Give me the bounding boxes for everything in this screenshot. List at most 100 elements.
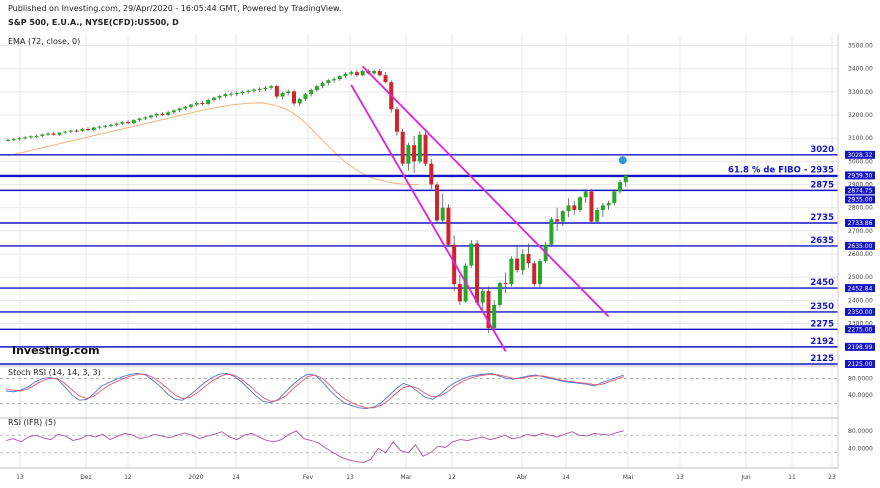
y-tick-label: 3300.00 xyxy=(848,89,873,96)
candle-body xyxy=(189,104,194,107)
candle-body xyxy=(412,145,417,162)
candle-body xyxy=(269,86,274,88)
y-tick-label: 3400.00 xyxy=(848,66,873,73)
candle-body xyxy=(206,100,211,104)
candle-body xyxy=(160,113,165,116)
level-label: 2735 xyxy=(810,213,834,223)
candle-body xyxy=(326,80,331,84)
grid-layer xyxy=(0,34,838,468)
candle-body xyxy=(320,83,325,87)
price-tag-box xyxy=(845,284,875,293)
candle-body xyxy=(572,205,577,210)
candle-body xyxy=(595,210,600,222)
candle-body xyxy=(68,130,73,132)
price-tag-label: 2939.30 xyxy=(848,173,873,180)
y-tick-label: 2700.00 xyxy=(848,228,873,235)
candle-body xyxy=(80,128,85,131)
price-tag-box xyxy=(845,325,875,334)
oscillator-layer xyxy=(0,365,838,469)
candle-body xyxy=(91,127,96,131)
level-label: 2635 xyxy=(810,236,834,246)
candle-body xyxy=(509,258,514,285)
candle-body xyxy=(194,103,199,105)
price-tag-box xyxy=(845,307,875,316)
candle-body xyxy=(108,124,113,126)
candle-body xyxy=(314,86,319,91)
candle-body xyxy=(475,243,480,303)
stoch-rsi-tick-label: 40.0000 xyxy=(848,392,873,399)
candle-body xyxy=(406,145,411,164)
candle-body xyxy=(555,219,560,222)
candle-body xyxy=(549,219,554,245)
stoch-rsi-tick-label: 80.0000 xyxy=(848,375,873,382)
x-tick-label: Mar xyxy=(400,474,412,481)
candle-body xyxy=(360,71,365,76)
price-tag-box xyxy=(845,360,875,368)
candle-body xyxy=(303,94,308,99)
candle-body xyxy=(63,131,68,133)
candle-body xyxy=(223,94,228,97)
candle-body xyxy=(309,90,314,95)
candle-body xyxy=(114,123,119,125)
candle-body xyxy=(623,175,628,183)
price-tag-label: 2733.86 xyxy=(848,220,873,227)
candle-body xyxy=(600,205,605,210)
price-tag-box xyxy=(845,342,875,351)
candle-body xyxy=(440,207,445,221)
y-tick-label: 3500.00 xyxy=(848,43,873,50)
candle-body xyxy=(217,96,222,98)
price-tag-label: 2635.00 xyxy=(848,243,873,250)
candle-body xyxy=(332,79,337,81)
candle-body xyxy=(520,254,525,271)
y-tick-label: 2300.00 xyxy=(848,320,873,327)
price-tag-label: 2350.00 xyxy=(848,309,873,316)
ema-line xyxy=(7,102,419,185)
x-tick-label: Jun xyxy=(740,474,751,481)
candle-body xyxy=(578,197,582,210)
candle-body xyxy=(166,112,171,116)
candle-body xyxy=(423,134,428,164)
candle-body xyxy=(515,258,520,271)
published-note: Published on Investing.com, 29/Apr/2020 … xyxy=(8,4,341,13)
candle-body xyxy=(280,93,285,97)
candle-body xyxy=(183,106,188,109)
candle-body xyxy=(503,282,508,285)
candle-body xyxy=(171,110,176,113)
candle-body xyxy=(583,191,588,198)
candle-body xyxy=(120,122,125,124)
x-tick-label: 12 xyxy=(448,474,456,481)
candle-body xyxy=(137,118,142,121)
candle-body xyxy=(229,93,234,95)
level-label: 2450 xyxy=(810,278,834,288)
candle-body xyxy=(149,115,153,118)
price-tag-layer: 3028.32 2939.30 2874.75 2935.00 2733.86 2635.… xyxy=(845,150,875,368)
price-tag-label: 2935.00 xyxy=(848,197,873,204)
candle-body xyxy=(492,304,497,329)
candle-body xyxy=(17,138,22,140)
x-tick-label: 14 xyxy=(562,474,570,481)
price-tag-label: 3028.32 xyxy=(848,152,873,159)
rsi-tick-label: 80.0000 xyxy=(848,428,873,435)
candle-body xyxy=(251,89,256,91)
x-tick-label: 14 xyxy=(232,474,240,481)
x-tick-label: 13 xyxy=(16,474,24,481)
candle-body xyxy=(354,72,359,76)
rsi-tick-label: 40.0000 xyxy=(848,445,873,452)
candle-body xyxy=(480,291,485,303)
event-marker-icon xyxy=(618,156,627,165)
level-label: 2275 xyxy=(810,319,834,329)
channel-layer xyxy=(350,65,627,352)
candle-body xyxy=(400,131,405,164)
price-tag-label: 2125.00 xyxy=(848,361,873,368)
candle-body xyxy=(532,263,537,285)
x-tick-label: 2020 xyxy=(188,474,203,481)
candle-body xyxy=(566,205,571,212)
candle-body xyxy=(34,135,39,137)
candle-body xyxy=(11,139,16,141)
y-tick-label: 3100.00 xyxy=(848,135,873,142)
candle-body xyxy=(200,103,205,105)
price-tag-box xyxy=(845,219,875,228)
candle-body xyxy=(526,254,531,264)
